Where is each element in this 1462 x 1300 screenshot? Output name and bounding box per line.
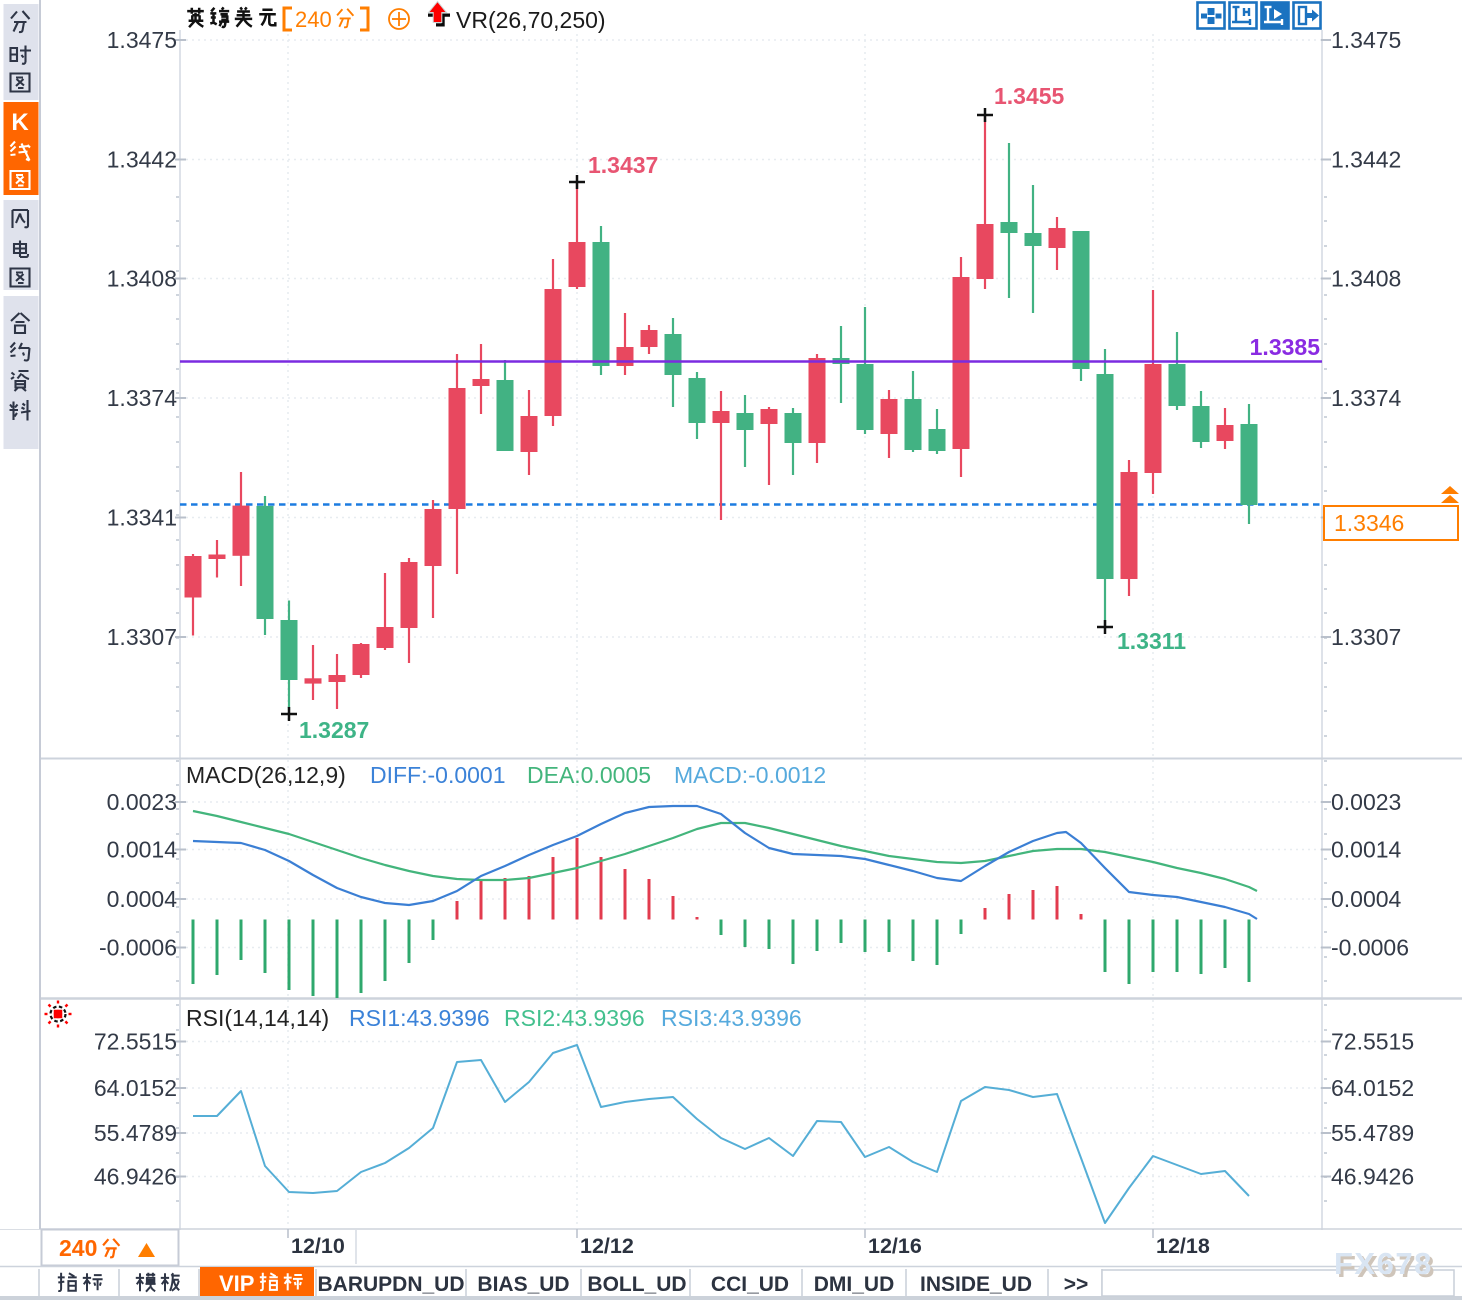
svg-text:46.9426: 46.9426 xyxy=(94,1164,177,1190)
svg-text:240: 240 xyxy=(59,1235,97,1261)
svg-text:RSI1:43.9396: RSI1:43.9396 xyxy=(349,1005,490,1031)
svg-text:1.3374: 1.3374 xyxy=(1331,385,1402,411)
svg-text:-0.0006: -0.0006 xyxy=(1331,935,1409,961)
svg-text:12/12: 12/12 xyxy=(580,1234,634,1258)
svg-text:BOLL_UD: BOLL_UD xyxy=(587,1273,686,1296)
svg-text:0.0023: 0.0023 xyxy=(1331,789,1401,815)
svg-text:VR(26,70,250): VR(26,70,250) xyxy=(456,7,606,33)
svg-text:1.3442: 1.3442 xyxy=(107,147,177,173)
svg-text:FX678: FX678 xyxy=(1334,1246,1433,1281)
svg-text:12/10: 12/10 xyxy=(291,1234,345,1258)
svg-text:K: K xyxy=(11,109,29,136)
svg-text:RSI2:43.9396: RSI2:43.9396 xyxy=(504,1005,645,1031)
svg-text:CCI_UD: CCI_UD xyxy=(711,1273,789,1296)
svg-text:1.3374: 1.3374 xyxy=(107,385,178,411)
svg-text:BARUPDN_UD: BARUPDN_UD xyxy=(317,1273,464,1296)
svg-text:RSI(14,14,14): RSI(14,14,14) xyxy=(186,1005,329,1031)
svg-text:1.3385: 1.3385 xyxy=(1250,334,1321,360)
svg-text:72.5515: 72.5515 xyxy=(94,1029,177,1055)
svg-text:BIAS_UD: BIAS_UD xyxy=(477,1273,569,1296)
svg-text:-0.0006: -0.0006 xyxy=(99,935,177,961)
svg-text:RSI3:43.9396: RSI3:43.9396 xyxy=(661,1005,802,1031)
svg-text:1.3437: 1.3437 xyxy=(588,152,658,178)
svg-text:MACD:-0.0012: MACD:-0.0012 xyxy=(674,762,826,788)
svg-text:12/18: 12/18 xyxy=(1156,1234,1210,1258)
svg-text:0.0004: 0.0004 xyxy=(107,886,178,912)
svg-text:0.0014: 0.0014 xyxy=(107,837,178,863)
svg-text:46.9426: 46.9426 xyxy=(1331,1164,1414,1190)
svg-text:240: 240 xyxy=(295,7,332,32)
svg-text:1.3455: 1.3455 xyxy=(994,83,1065,109)
svg-text:1.3475: 1.3475 xyxy=(1331,27,1401,53)
svg-text:1.3475: 1.3475 xyxy=(107,27,177,53)
svg-text:1.3408: 1.3408 xyxy=(107,266,177,292)
svg-text:64.0152: 64.0152 xyxy=(94,1075,177,1101)
svg-text:INSIDE_UD: INSIDE_UD xyxy=(920,1273,1032,1296)
svg-text:1.3346: 1.3346 xyxy=(1334,510,1404,536)
svg-text:1.3341: 1.3341 xyxy=(107,505,177,531)
svg-text:FX678: FX678 xyxy=(1337,1249,1436,1284)
svg-text:0.0023: 0.0023 xyxy=(107,789,177,815)
svg-text:72.5515: 72.5515 xyxy=(1331,1029,1414,1055)
svg-text:1.3307: 1.3307 xyxy=(1331,624,1401,650)
svg-text:DMI_UD: DMI_UD xyxy=(814,1273,895,1296)
svg-text:0.0004: 0.0004 xyxy=(1331,886,1402,912)
svg-text:1.3311: 1.3311 xyxy=(1117,628,1186,654)
svg-text:MACD(26,12,9): MACD(26,12,9) xyxy=(186,762,346,788)
svg-text:>>: >> xyxy=(1064,1273,1089,1296)
svg-text:1.3408: 1.3408 xyxy=(1331,266,1401,292)
svg-text:64.0152: 64.0152 xyxy=(1331,1075,1414,1101)
svg-text:55.4789: 55.4789 xyxy=(94,1120,177,1146)
svg-text:VIP: VIP xyxy=(219,1271,254,1296)
svg-text:1.3442: 1.3442 xyxy=(1331,147,1401,173)
svg-text:1.3307: 1.3307 xyxy=(107,624,177,650)
svg-text:12/16: 12/16 xyxy=(868,1234,922,1258)
svg-text:1.3287: 1.3287 xyxy=(299,717,369,743)
svg-text:DEA:0.0005: DEA:0.0005 xyxy=(527,762,651,788)
svg-text:0.0014: 0.0014 xyxy=(1331,837,1402,863)
svg-text:DIFF:-0.0001: DIFF:-0.0001 xyxy=(370,762,506,788)
svg-text:55.4789: 55.4789 xyxy=(1331,1120,1414,1146)
